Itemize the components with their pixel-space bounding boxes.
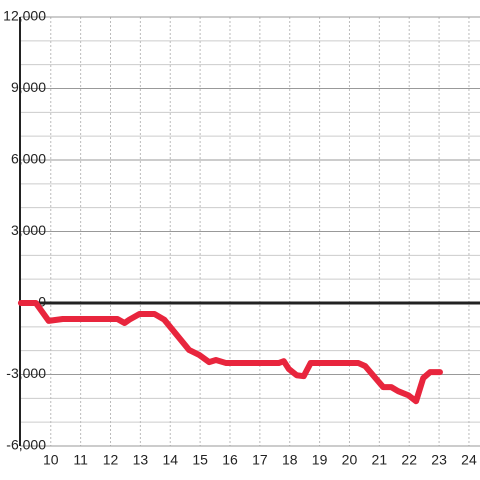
x-tick-label: 23 [431,452,447,468]
y-tick-label: -6,000 [6,437,46,453]
y-tick-label: 6,000 [11,151,46,167]
y-tick-label: 3,000 [11,222,46,238]
x-tick-label: 22 [401,452,417,468]
y-tick-label: 9,000 [11,79,46,95]
x-tick-label: 21 [372,452,388,468]
x-tick-label: 11 [73,452,88,468]
data-line [17,300,443,405]
x-tick-label: 14 [162,452,178,468]
x-tick-label: 17 [252,452,268,468]
x-tick-label: 20 [342,452,358,468]
x-tick-label: 10 [43,452,59,468]
x-tick-label: 24 [461,452,477,468]
x-tick-label: 18 [282,452,298,468]
x-tick-label: 16 [222,452,238,468]
x-tick-label: 13 [133,452,149,468]
y-tick-label: 0 [38,294,46,310]
x-tick-label: 15 [192,452,208,468]
x-tick-label: 12 [103,452,119,468]
y-tick-label: 12,000 [3,8,46,24]
y-tick-label: -3,000 [6,365,46,381]
x-tick-label: 19 [312,452,328,468]
